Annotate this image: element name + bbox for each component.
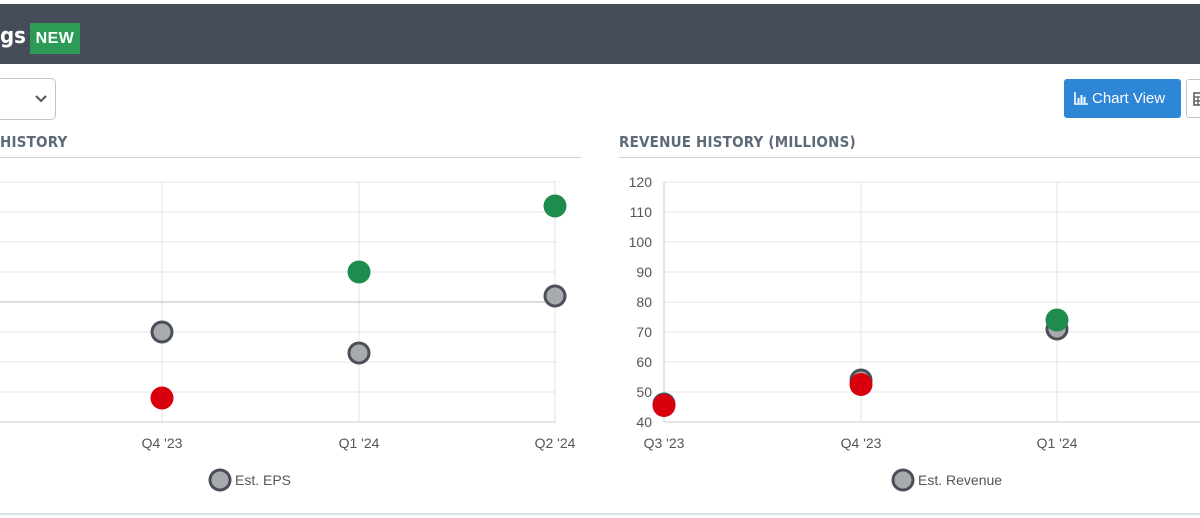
eps-chart: Q4 '23 Q1 '24 Q2 '24 Est. EPS [0,181,576,492]
y-tick-label: 60 [636,354,652,370]
period-select[interactable] [0,78,56,120]
estimate-point [347,341,371,365]
page-title: gs [0,24,26,49]
new-badge: NEW [30,23,80,54]
header-bar: gs NEW [0,4,1200,64]
estimate-point [543,284,567,308]
chart-view-button[interactable]: Chart View [1064,79,1181,118]
y-tick-label: 50 [636,384,652,400]
eps-chart-title: HISTORY [0,133,68,151]
x-tick-label: Q2 '24 [535,435,576,451]
y-tick-label: 110 [630,204,653,220]
x-tick-label: Q1 '24 [1037,435,1078,451]
legend-label: Est. Revenue [918,472,1002,488]
table-icon [1193,92,1200,106]
actual-point-beat [1045,308,1069,332]
bottom-divider [0,513,1200,515]
y-tick-label: 100 [629,234,653,250]
revenue-chart: 40 50 60 70 80 90 100 110 120 Q3 '23 Q4 '23 Q1 '24 E… [629,174,1200,492]
actual-point-beat [347,260,371,284]
actual-point-miss [849,373,873,396]
y-tick-label: 70 [636,324,652,340]
actual-point-miss [652,394,676,417]
actual-point-miss [150,386,174,410]
revenue-chart-title: REVENUE HISTORY (MILLIONS) [619,133,856,151]
x-tick-label: Q4 '23 [142,435,183,451]
x-tick-label: Q1 '24 [339,435,380,451]
chart-legend: Est. Revenue [891,468,1002,492]
y-tick-label: 90 [636,264,652,280]
bar-chart-icon [1074,92,1088,105]
y-tick-label: 40 [636,414,652,430]
legend-label: Est. EPS [235,472,291,488]
chart-view-label: Chart View [1092,90,1166,107]
x-tick-label: Q4 '23 [841,435,882,451]
chart-legend: Est. EPS [208,468,291,492]
eps-title-rule [0,157,581,158]
legend-marker [891,468,915,492]
y-tick-label: 120 [629,174,653,190]
actual-point-beat [543,194,567,218]
x-tick-label: Q3 '23 [644,435,685,451]
revenue-title-rule [619,157,1200,158]
legend-marker [208,468,232,492]
table-view-button[interactable] [1186,79,1200,118]
estimate-point [150,320,174,344]
y-tick-label: 80 [636,294,652,310]
chevron-down-icon [35,95,47,103]
